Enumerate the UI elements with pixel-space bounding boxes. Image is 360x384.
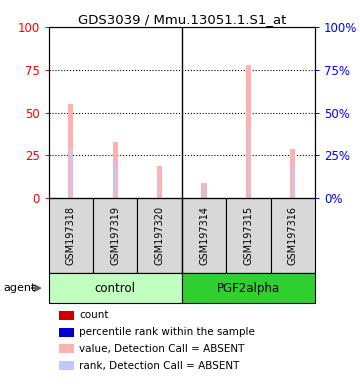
Bar — [159, 174, 161, 199]
Text: GSM197314: GSM197314 — [199, 206, 209, 265]
Bar — [182, 273, 315, 303]
Bar — [59, 328, 74, 337]
Text: GSM197320: GSM197320 — [154, 206, 165, 265]
Bar — [59, 344, 74, 353]
Text: rank, Detection Call = ABSENT: rank, Detection Call = ABSENT — [79, 361, 240, 371]
Text: agent: agent — [4, 283, 36, 293]
Bar — [59, 311, 74, 320]
Bar — [157, 166, 162, 199]
Bar — [248, 128, 249, 199]
Text: value, Detection Call = ABSENT: value, Detection Call = ABSENT — [79, 344, 244, 354]
Text: GSM197315: GSM197315 — [243, 206, 253, 265]
Text: count: count — [79, 310, 109, 320]
Bar — [292, 164, 294, 199]
Bar — [271, 199, 315, 273]
Bar — [203, 183, 205, 199]
Bar — [49, 199, 93, 273]
Text: GSM197318: GSM197318 — [66, 206, 76, 265]
Bar — [49, 273, 182, 303]
Text: control: control — [95, 281, 136, 295]
Bar — [138, 199, 182, 273]
Bar — [226, 199, 271, 273]
Title: GDS3039 / Mmu.13051.1.S1_at: GDS3039 / Mmu.13051.1.S1_at — [78, 13, 286, 26]
Text: GSM197319: GSM197319 — [110, 206, 120, 265]
Text: percentile rank within the sample: percentile rank within the sample — [79, 327, 255, 337]
Bar — [93, 199, 138, 273]
Bar — [70, 147, 72, 199]
Bar — [114, 162, 116, 199]
Bar — [246, 65, 251, 199]
Bar — [290, 149, 296, 199]
Text: GSM197316: GSM197316 — [288, 206, 298, 265]
Bar — [68, 104, 73, 199]
Text: PGF2alpha: PGF2alpha — [217, 281, 280, 295]
Bar — [59, 361, 74, 370]
Bar — [113, 142, 118, 199]
Bar — [182, 199, 226, 273]
Bar — [201, 183, 207, 199]
